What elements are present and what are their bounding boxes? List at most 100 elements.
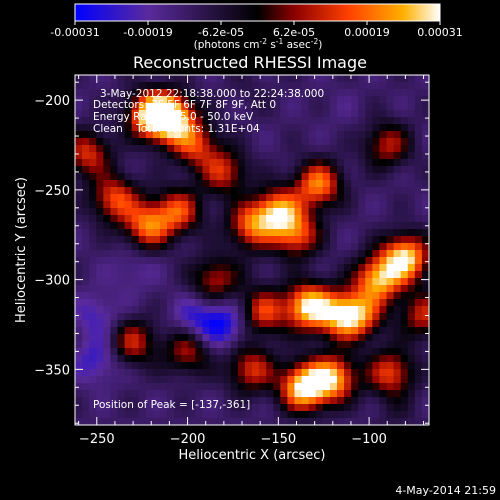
heatmap-cell [181,229,189,237]
heatmap-cell [407,278,416,286]
heatmap-cell [287,180,295,188]
heatmap-cell [181,180,189,188]
heatmap-cell [351,75,359,83]
heatmap-cell [315,390,324,398]
heatmap-cell [259,117,267,125]
colorbar-tick-label: -6.2e-05 [198,26,244,39]
heatmap-cell [131,82,140,90]
heatmap-cell [379,369,387,377]
heatmap-cell [131,138,140,146]
heatmap-cell [237,320,246,328]
heatmap-cell [138,117,147,125]
heatmap-cell [110,222,118,230]
heatmap-cell [138,250,147,258]
heatmap-cell [152,250,161,258]
heatmap-cell [372,397,380,405]
heatmap-cell [358,75,366,83]
heatmap-cell [117,180,125,188]
heatmap-cell [315,278,324,286]
heatmap-cell [181,404,189,412]
heatmap-cell [89,376,97,384]
heatmap-cell [280,369,288,377]
heatmap-cell [351,138,359,146]
heatmap-cell [421,187,430,195]
heatmap-cell [202,404,210,412]
heatmap-cell [244,222,253,230]
heatmap-cell [202,362,210,370]
heatmap-cell [351,145,359,153]
heatmap-cell [174,313,182,321]
heatmap-cell [89,173,97,181]
heatmap-cell [266,348,274,356]
heatmap-cell [152,299,161,307]
heatmap-cell [294,236,302,244]
heatmap-cell [322,187,331,195]
heatmap-cell [400,320,409,328]
heatmap-cell [315,362,324,370]
heatmap-cell [287,131,295,139]
heatmap-cell [372,341,380,349]
heatmap-cell [195,215,203,223]
heatmap-cell [259,236,267,244]
heatmap-cell [414,173,423,181]
heatmap-cell [223,383,232,391]
heatmap-cell [209,229,217,237]
heatmap-cell [386,278,394,286]
heatmap-cell [393,131,402,139]
heatmap-cell [287,313,295,321]
heatmap-cell [195,264,203,272]
heatmap-cell [216,117,225,125]
heatmap-cell [294,257,302,265]
heatmap-cell [329,152,338,160]
heatmap-cell [400,383,409,391]
heatmap-cell [223,292,232,300]
heatmap-cell [259,243,267,251]
heatmap-cell [96,194,104,202]
heatmap-cell [103,264,111,272]
heatmap-cell [336,117,345,125]
heatmap-cell [358,208,366,216]
heatmap-cell [393,355,402,363]
heatmap-cell [329,89,338,97]
heatmap-cell [237,411,246,419]
heatmap-cell [216,376,225,384]
heatmap-cell [336,187,345,195]
heatmap-cell [230,285,239,293]
heatmap-cell [152,383,161,391]
heatmap-cell [82,187,90,195]
heatmap-cell [379,75,387,83]
heatmap-cell [344,208,352,216]
heatmap-cell [351,229,359,237]
heatmap-cell [259,145,267,153]
heatmap-cell [315,327,324,335]
heatmap-cell [159,180,168,188]
heatmap-cell [230,180,239,188]
heatmap-cell [273,348,281,356]
heatmap-cell [308,376,317,384]
heatmap-cell [138,194,147,202]
heatmap-cell [188,187,196,195]
heatmap-cell [400,397,409,405]
heatmap-cell [358,236,366,244]
heatmap-cell [110,194,118,202]
heatmap-cell [252,201,260,209]
heatmap-cell [96,299,104,307]
heatmap-cell [152,110,161,118]
heatmap-cell [336,159,345,167]
heatmap-cell [75,334,83,342]
heatmap-cell [145,103,154,111]
heatmap-cell [223,208,232,216]
heatmap-cell [195,96,203,104]
heatmap-cell [280,187,288,195]
heatmap-cell [315,404,324,412]
heatmap-cell [230,229,239,237]
heatmap-cell [294,327,302,335]
heatmap-cell [308,341,317,349]
heatmap-cell [159,271,168,279]
heatmap-cell [181,187,189,195]
heatmap-cell [393,117,402,125]
heatmap-cell [336,299,345,307]
heatmap-cell [400,404,409,412]
heatmap-cell [379,201,387,209]
y-axis-label: Heliocentric Y (arcsec) [14,177,29,323]
